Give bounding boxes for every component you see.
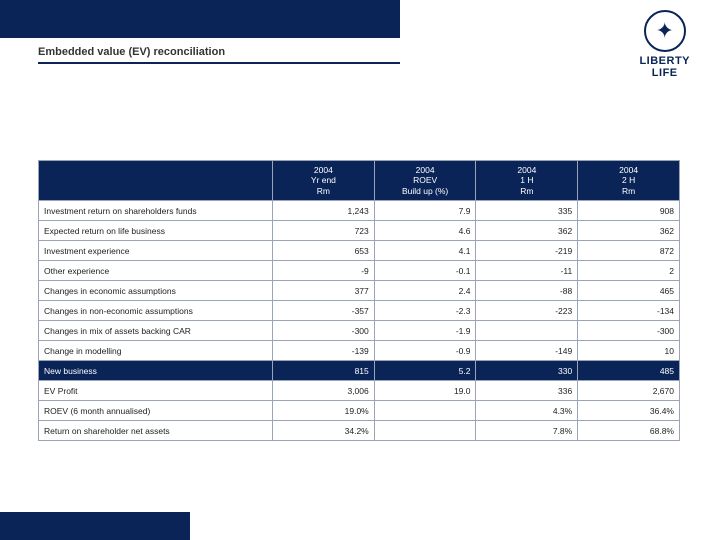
row-label: ROEV (6 month annualised) [39, 401, 273, 421]
cell [374, 401, 476, 421]
table-row: Changes in non-economic assumptions-357-… [39, 301, 680, 321]
row-label: Investment return on shareholders funds [39, 201, 273, 221]
table-row: Investment experience6534.1-219872 [39, 241, 680, 261]
cell: 2.4 [374, 281, 476, 301]
footer-band [0, 512, 190, 540]
cell: 4.3% [476, 401, 578, 421]
row-label: Changes in non-economic assumptions [39, 301, 273, 321]
cell: 330 [476, 361, 578, 381]
cell: 362 [476, 221, 578, 241]
col-header: 20042 HRm [578, 161, 680, 201]
cell: 653 [273, 241, 375, 261]
row-label: Change in modelling [39, 341, 273, 361]
cell: -139 [273, 341, 375, 361]
cell: -300 [273, 321, 375, 341]
cell: 362 [578, 221, 680, 241]
cell: 872 [578, 241, 680, 261]
header-band [0, 0, 400, 38]
cell: 5.2 [374, 361, 476, 381]
logo-text-line2: LIFE [639, 67, 690, 79]
row-label: Changes in economic assumptions [39, 281, 273, 301]
row-label: Investment experience [39, 241, 273, 261]
cell: -2.3 [374, 301, 476, 321]
cell: -11 [476, 261, 578, 281]
flame-icon: ✦ [644, 10, 686, 52]
cell: 68.8% [578, 421, 680, 441]
cell: 815 [273, 361, 375, 381]
table-row: Investment return on shareholders funds1… [39, 201, 680, 221]
cell: 4.1 [374, 241, 476, 261]
cell: -300 [578, 321, 680, 341]
col-header [39, 161, 273, 201]
col-header: 2004Yr endRm [273, 161, 375, 201]
col-header: 20041 HRm [476, 161, 578, 201]
row-label: New business [39, 361, 273, 381]
cell [374, 421, 476, 441]
row-label: Expected return on life business [39, 221, 273, 241]
table-row: Expected return on life business7234.636… [39, 221, 680, 241]
cell: 10 [578, 341, 680, 361]
table-row: Change in modelling-139-0.9-14910 [39, 341, 680, 361]
cell: -219 [476, 241, 578, 261]
cell: -88 [476, 281, 578, 301]
cell: 908 [578, 201, 680, 221]
cell: -134 [578, 301, 680, 321]
row-label: Return on shareholder net assets [39, 421, 273, 441]
title-underline [38, 62, 400, 64]
cell: 19.0% [273, 401, 375, 421]
cell: 4.6 [374, 221, 476, 241]
cell: -1.9 [374, 321, 476, 341]
ev-reconciliation-table: 2004Yr endRm 2004ROEVBuild up (%) 20041 … [38, 160, 680, 441]
cell: 336 [476, 381, 578, 401]
cell: 7.9 [374, 201, 476, 221]
table-row: EV Profit3,00619.03362,670 [39, 381, 680, 401]
cell: 34.2% [273, 421, 375, 441]
table-row: Return on shareholder net assets34.2% 7.8… [39, 421, 680, 441]
cell: 2,670 [578, 381, 680, 401]
cell: -223 [476, 301, 578, 321]
cell: -357 [273, 301, 375, 321]
cell: 7.8% [476, 421, 578, 441]
cell: -149 [476, 341, 578, 361]
brand-logo: ✦ LIBERTY LIFE [639, 10, 690, 79]
cell: 485 [578, 361, 680, 381]
page-title: Embedded value (EV) reconciliation [38, 46, 225, 58]
cell: 377 [273, 281, 375, 301]
cell [476, 321, 578, 341]
cell: 2 [578, 261, 680, 281]
cell: 723 [273, 221, 375, 241]
cell: 335 [476, 201, 578, 221]
cell: -0.9 [374, 341, 476, 361]
cell: 19.0 [374, 381, 476, 401]
row-label: Other experience [39, 261, 273, 281]
table-row: Changes in economic assumptions3772.4-88… [39, 281, 680, 301]
cell: 465 [578, 281, 680, 301]
table-row: New business8155.2330485 [39, 361, 680, 381]
cell: 3,006 [273, 381, 375, 401]
row-label: EV Profit [39, 381, 273, 401]
cell: -9 [273, 261, 375, 281]
table-row: ROEV (6 month annualised)19.0% 4.3%36.4% [39, 401, 680, 421]
table-row: Other experience-9-0.1-112 [39, 261, 680, 281]
table-header-row: 2004Yr endRm 2004ROEVBuild up (%) 20041 … [39, 161, 680, 201]
col-header: 2004ROEVBuild up (%) [374, 161, 476, 201]
row-label: Changes in mix of assets backing CAR [39, 321, 273, 341]
cell: 36.4% [578, 401, 680, 421]
cell: -0.1 [374, 261, 476, 281]
logo-text-line1: LIBERTY [639, 55, 690, 67]
cell: 1,243 [273, 201, 375, 221]
table-row: Changes in mix of assets backing CAR-300… [39, 321, 680, 341]
